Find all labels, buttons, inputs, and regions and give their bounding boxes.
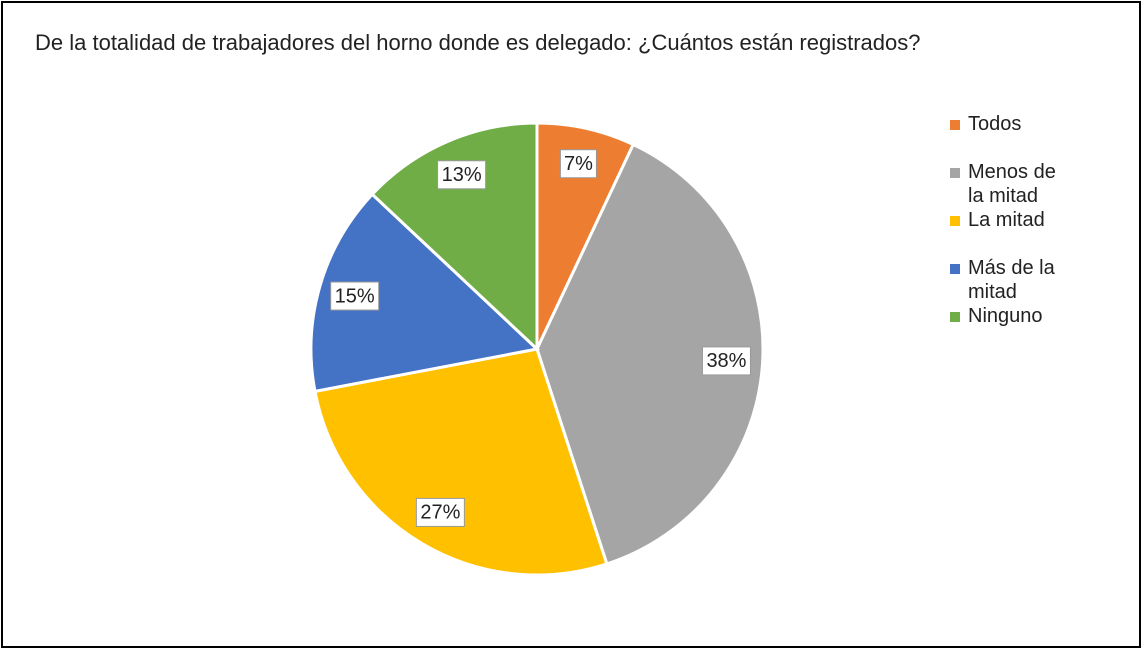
- pie-slice: [535, 142, 765, 566]
- data-label-box: [415, 497, 465, 527]
- data-label: 27%: [420, 502, 460, 524]
- legend-item: Menos de la mitad: [948, 160, 1068, 208]
- pie-slice: [313, 347, 609, 577]
- data-label: 7%: [564, 153, 593, 175]
- pie-slice: [309, 192, 541, 394]
- data-label-box: [437, 160, 487, 190]
- legend-swatch: [950, 216, 960, 226]
- legend-item: La mitad: [948, 208, 1068, 232]
- legend-swatch: [950, 120, 960, 130]
- legend-swatch: [950, 168, 960, 178]
- legend-label: Más de la mitad: [968, 257, 1055, 303]
- legend-label: Menos de la mitad: [968, 161, 1056, 207]
- legend-label: Ninguno: [968, 305, 1043, 327]
- data-label-box: [330, 281, 380, 311]
- data-label: 38%: [706, 350, 746, 372]
- legend-item: Todos: [948, 112, 1068, 136]
- legend-label: Todos: [968, 113, 1022, 135]
- legend-item: Más de la mitad: [948, 256, 1068, 304]
- data-label: 13%: [442, 164, 482, 186]
- legend-swatch: [950, 264, 960, 274]
- pie-slice: [370, 121, 539, 353]
- data-label-box: [701, 346, 751, 376]
- data-label-box: [559, 149, 597, 179]
- legend-label: La mitad: [968, 209, 1045, 231]
- legend-item: Ninguno: [948, 304, 1068, 328]
- legend-swatch: [950, 312, 960, 322]
- data-label: 15%: [335, 285, 375, 307]
- chart-title: De la totalidad de trabajadores del horn…: [35, 30, 921, 55]
- legend: Todos Menos de la mitad La mitad Más de la …: [948, 112, 1068, 352]
